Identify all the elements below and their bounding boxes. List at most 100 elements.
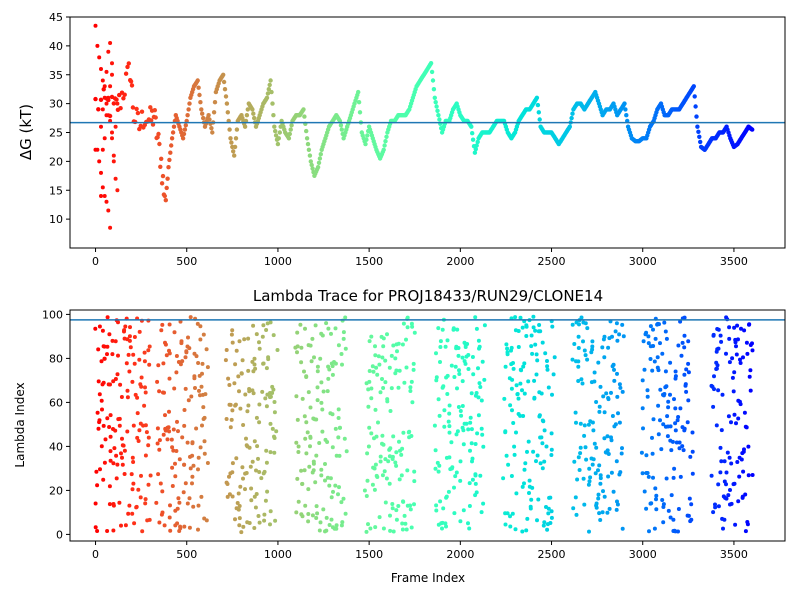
lambda-point <box>176 496 181 501</box>
lambda-point <box>202 451 207 456</box>
lambda-point <box>460 355 465 360</box>
lambda-point <box>576 334 581 339</box>
lambda-point <box>745 351 750 356</box>
lambda-point <box>198 337 203 342</box>
lambda-point <box>337 425 342 430</box>
lambda-point <box>119 523 123 528</box>
lambda-point <box>504 453 509 458</box>
lambda-point <box>602 494 607 499</box>
lambda-point <box>262 518 267 523</box>
lambda-point <box>648 324 653 329</box>
dg-y-tick-label: 20 <box>49 155 63 168</box>
lambda-point <box>201 332 206 337</box>
lambda-point <box>315 364 320 369</box>
lambda-point <box>122 328 127 333</box>
lambda-point <box>510 377 515 382</box>
lambda-point <box>531 314 536 319</box>
lambda-point <box>400 527 405 532</box>
dg-point <box>122 92 127 97</box>
lambda-point <box>473 442 478 446</box>
lambda-point <box>165 437 170 442</box>
dg-point <box>315 165 321 170</box>
lambda-y-tick-label: 100 <box>42 308 63 321</box>
lambda-panel: Lambda Trace for PROJ18433/RUN29/CLONE14… <box>13 287 786 585</box>
dg-point <box>200 111 205 116</box>
dg-point <box>100 78 105 83</box>
lambda-point <box>325 475 330 480</box>
dg-point <box>111 101 117 106</box>
lambda-point <box>404 527 409 532</box>
lambda-point <box>173 474 178 479</box>
lambda-point <box>541 419 546 424</box>
lambda-point <box>309 359 314 364</box>
lambda-point <box>147 362 152 367</box>
lambda-point <box>239 371 244 376</box>
lambda-point <box>583 321 588 326</box>
dg-point <box>110 136 114 141</box>
lambda-point <box>658 341 662 346</box>
lambda-point <box>726 414 731 419</box>
dg-point <box>95 43 100 48</box>
dg-point <box>199 107 204 112</box>
lambda-point <box>509 386 514 391</box>
lambda-point <box>160 489 165 494</box>
dg-point <box>309 162 314 168</box>
lambda-point <box>645 388 650 393</box>
lambda-point <box>108 413 113 418</box>
lambda-point <box>376 420 380 425</box>
lambda-point <box>272 450 277 455</box>
lambda-point <box>449 363 454 368</box>
lambda-point <box>597 404 602 409</box>
lambda-point <box>571 506 576 511</box>
lambda-point <box>389 386 394 391</box>
lambda-point <box>155 426 160 431</box>
lambda-point <box>526 379 531 384</box>
lambda-point <box>412 330 417 335</box>
lambda-point <box>117 423 122 428</box>
lambda-point <box>574 420 578 425</box>
lambda-point <box>469 427 474 432</box>
lambda-point <box>252 494 257 499</box>
lambda-point <box>549 509 554 514</box>
lambda-point <box>478 385 483 389</box>
lambda-point <box>614 459 619 464</box>
lambda-point <box>273 518 278 523</box>
lambda-point <box>302 369 306 374</box>
lambda-point <box>229 332 234 337</box>
lambda-point <box>320 407 325 412</box>
dg-point <box>306 147 312 152</box>
lambda-point <box>369 334 374 339</box>
dg-point <box>110 130 114 135</box>
lambda-point <box>727 336 732 341</box>
lambda-point <box>263 498 268 503</box>
lambda-point <box>518 413 523 418</box>
lambda-point <box>241 423 246 427</box>
lambda-point <box>365 451 370 456</box>
lambda-point <box>666 508 671 513</box>
dg-point <box>339 127 344 132</box>
lambda-point <box>394 517 399 522</box>
lambda-point <box>331 489 335 494</box>
dg-point <box>97 159 102 164</box>
lambda-point <box>644 330 649 335</box>
lambda-point <box>545 364 550 369</box>
lambda-point <box>620 526 625 531</box>
lambda-point <box>380 473 385 478</box>
lambda-point <box>534 372 539 377</box>
lambda-point <box>587 479 592 484</box>
lambda-point <box>254 468 258 473</box>
lambda-point <box>552 355 557 360</box>
lambda-point <box>326 376 331 381</box>
lambda-point <box>505 511 510 516</box>
lambda-point <box>367 425 372 430</box>
dg-point <box>222 87 228 92</box>
lambda-point <box>412 469 417 474</box>
lambda-point <box>677 446 682 451</box>
lambda-point <box>409 379 414 384</box>
lambda-point <box>516 345 521 349</box>
lambda-point <box>446 419 451 424</box>
lambda-x-tick-label: 3500 <box>720 548 748 561</box>
lambda-point <box>641 426 645 431</box>
dg-point <box>196 85 201 90</box>
